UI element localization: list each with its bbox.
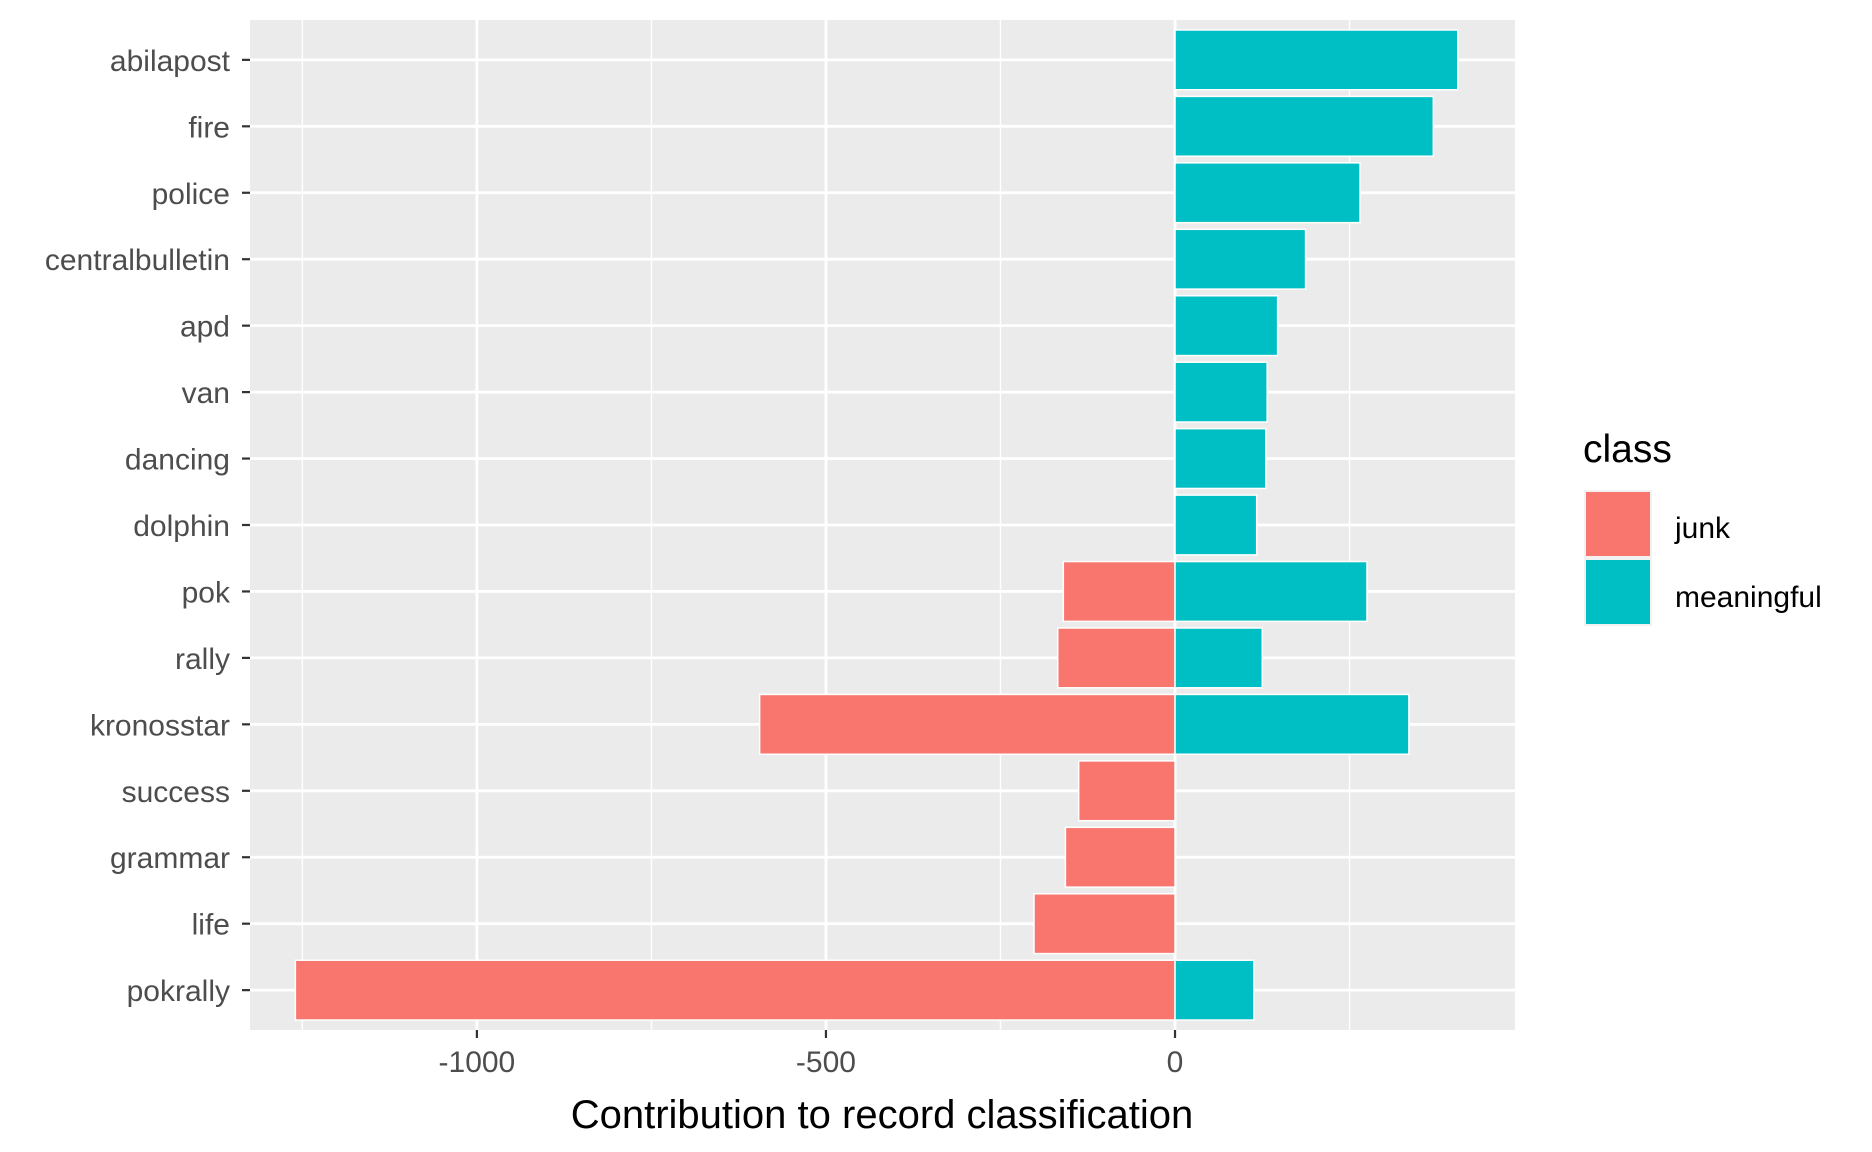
bar-meaningful-van bbox=[1174, 361, 1268, 423]
bar-junk-grammar bbox=[1064, 826, 1176, 888]
y-tick-label: police bbox=[152, 178, 230, 211]
bar-meaningful-fire bbox=[1174, 95, 1435, 157]
legend: class junk meaningful bbox=[1583, 428, 1822, 626]
bar-junk-pok bbox=[1062, 560, 1176, 623]
bar-meaningful-apd bbox=[1174, 295, 1279, 357]
bar-meaningful-police bbox=[1174, 162, 1361, 224]
legend-label-meaningful: meaningful bbox=[1675, 581, 1822, 614]
bar-meaningful-dancing bbox=[1174, 427, 1267, 490]
y-tick-label: rally bbox=[175, 643, 230, 676]
x-axis: -1000 -500 0 bbox=[439, 1030, 1184, 1079]
bar-meaningful-centralbulletin bbox=[1174, 228, 1307, 290]
y-tick-label: pok bbox=[182, 576, 231, 609]
y-tick-label: apd bbox=[180, 311, 230, 344]
legend-swatch-junk bbox=[1586, 492, 1650, 556]
bar-meaningful-pok bbox=[1174, 560, 1368, 623]
y-tick-label: grammar bbox=[110, 842, 230, 875]
bar-meaningful-rally bbox=[1174, 627, 1264, 689]
y-tick-label: centralbulletin bbox=[45, 244, 230, 277]
bar-meaningful-kronosstar bbox=[1174, 693, 1410, 755]
x-tick-label: -500 bbox=[796, 1046, 856, 1079]
bar-junk-life bbox=[1033, 893, 1176, 955]
y-tick-label: dolphin bbox=[133, 510, 230, 543]
y-tick-label: kronosstar bbox=[90, 709, 230, 742]
x-tick-label: -1000 bbox=[439, 1046, 516, 1079]
bar-junk-rally bbox=[1056, 627, 1176, 689]
x-axis-title: Contribution to record classification bbox=[571, 1093, 1194, 1137]
bar-junk-kronosstar bbox=[758, 693, 1176, 755]
bar-junk-pokrally bbox=[294, 959, 1176, 1021]
y-tick-label: fire bbox=[188, 111, 230, 144]
y-axis: abilapost fire police centralbulletin apd van… bbox=[45, 45, 250, 1008]
y-tick-label: abilapost bbox=[110, 45, 231, 78]
legend-title: class bbox=[1583, 428, 1672, 471]
x-tick-label: 0 bbox=[1167, 1046, 1184, 1079]
y-tick-label: success bbox=[122, 776, 230, 809]
legend-label-junk: junk bbox=[1674, 512, 1731, 545]
bar-meaningful-abilapost bbox=[1174, 29, 1459, 91]
bars bbox=[294, 29, 1459, 1021]
y-tick-label: van bbox=[182, 377, 230, 410]
legend-swatch-meaningful bbox=[1586, 560, 1650, 624]
y-tick-label: pokrally bbox=[127, 975, 230, 1008]
bar-meaningful-dolphin bbox=[1174, 494, 1258, 556]
bar-meaningful-pokrally bbox=[1174, 959, 1255, 1021]
y-tick-label: life bbox=[192, 909, 230, 942]
bar-junk-success bbox=[1077, 760, 1176, 822]
y-tick-label: dancing bbox=[125, 444, 230, 477]
